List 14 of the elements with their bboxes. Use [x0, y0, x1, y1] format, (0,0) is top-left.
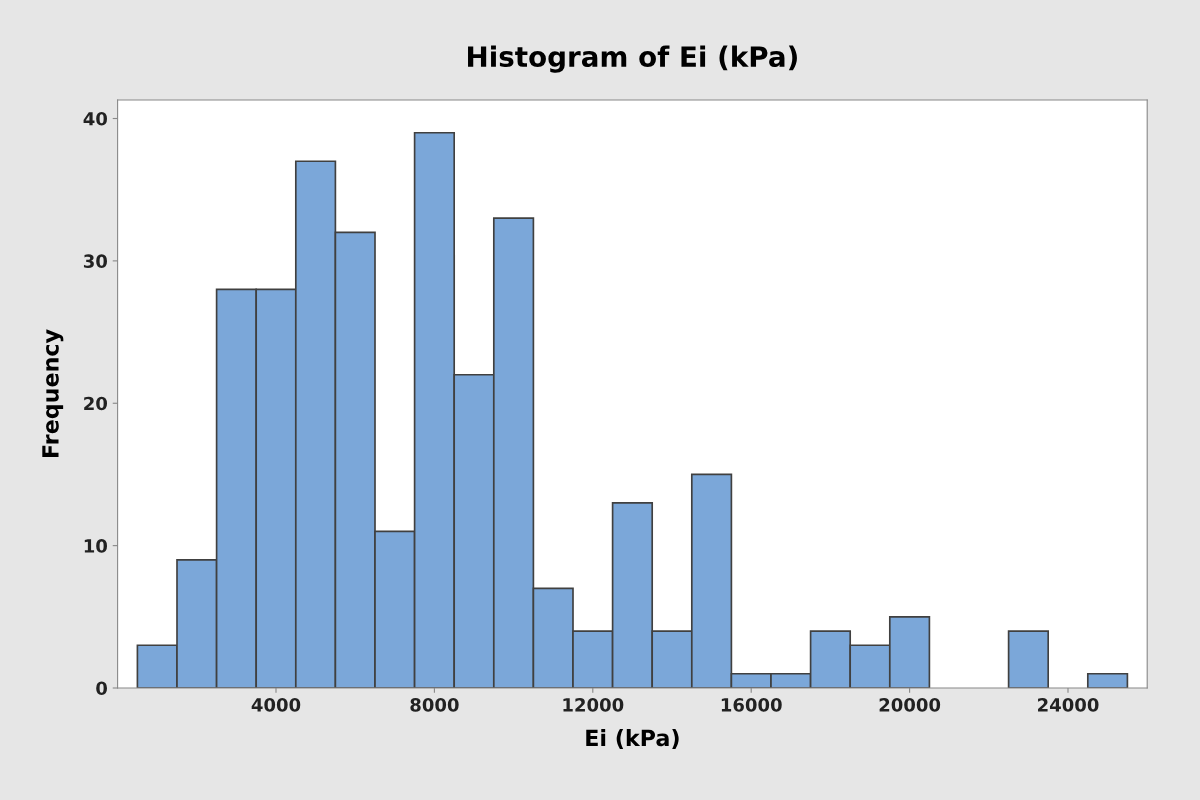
x-tick-label: 20000: [879, 698, 941, 712]
x-axis-title: Ei (kPa): [586, 729, 679, 749]
y-axis-title: Frequency: [42, 329, 64, 457]
x-tick-label: 24000: [1038, 698, 1099, 712]
y-tick-label: 20: [84, 396, 108, 411]
x-tick-label: 12000: [563, 698, 624, 712]
x-tick-label: 16000: [721, 698, 782, 712]
chart-title: Histogram of Ei (kPa): [468, 45, 797, 73]
x-tick-label: 8000: [410, 698, 459, 712]
x-tick-label: 4000: [251, 698, 301, 712]
y-tick-label: 0: [96, 681, 108, 696]
y-tick-label: 40: [83, 111, 108, 126]
y-tick-label: 30: [83, 254, 108, 268]
y-tick-label: 10: [84, 539, 108, 553]
